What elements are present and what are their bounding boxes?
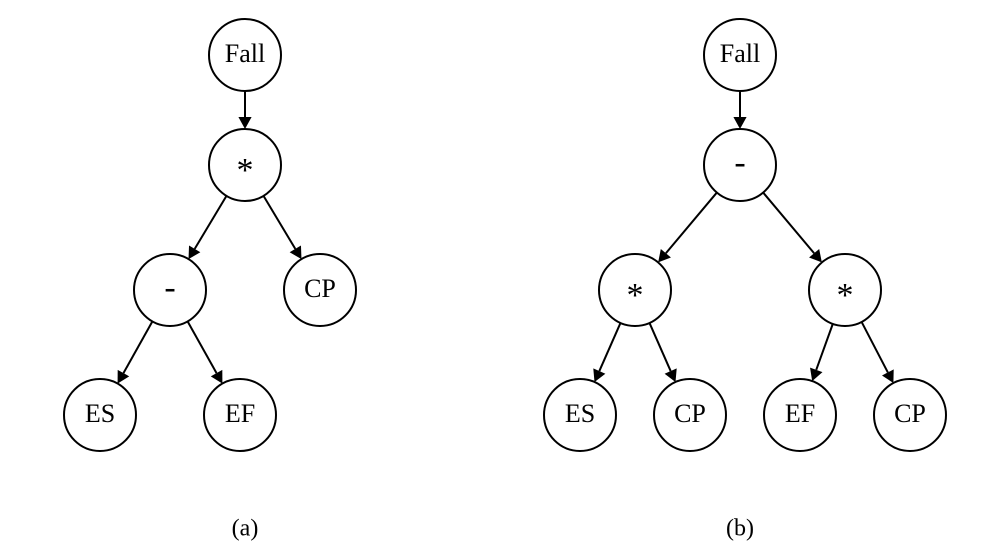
b-node-es-label: ES xyxy=(565,399,595,428)
a-node-mul-label: * xyxy=(237,152,254,189)
b-node-mulR-label: * xyxy=(837,277,854,314)
b-edge xyxy=(599,323,620,371)
b-edge xyxy=(862,322,888,372)
b-edge xyxy=(666,193,717,254)
b-edge xyxy=(816,324,833,370)
b-edge xyxy=(763,193,814,254)
b-node-ef-label: EF xyxy=(785,399,815,428)
tree-diagram-canvas: Fall * - CP ES EF (a) Fall - * * ES CP EF CP (b) xyxy=(0,0,1000,555)
b-node-cpR-label: CP xyxy=(894,399,926,428)
a-edge xyxy=(188,321,217,373)
caption-b: (b) xyxy=(726,516,754,542)
b-node-root-label: Fall xyxy=(720,39,760,68)
a-node-cp-label: CP xyxy=(304,274,336,303)
b-node-minus-label: - xyxy=(734,144,745,181)
a-edge xyxy=(264,196,296,249)
a-node-minus-label: - xyxy=(164,269,175,306)
b-node-mulL-label: * xyxy=(627,277,644,314)
a-node-ef-label: EF xyxy=(225,399,255,428)
b-arrowhead xyxy=(733,117,746,129)
caption-a: (a) xyxy=(232,516,259,542)
a-node-root-label: Fall xyxy=(225,39,265,68)
a-arrowhead xyxy=(238,117,251,129)
b-node-cpL-label: CP xyxy=(674,399,706,428)
a-edge xyxy=(123,321,152,373)
a-edge xyxy=(195,196,227,249)
a-node-es-label: ES xyxy=(85,399,115,428)
b-edge xyxy=(649,323,670,371)
